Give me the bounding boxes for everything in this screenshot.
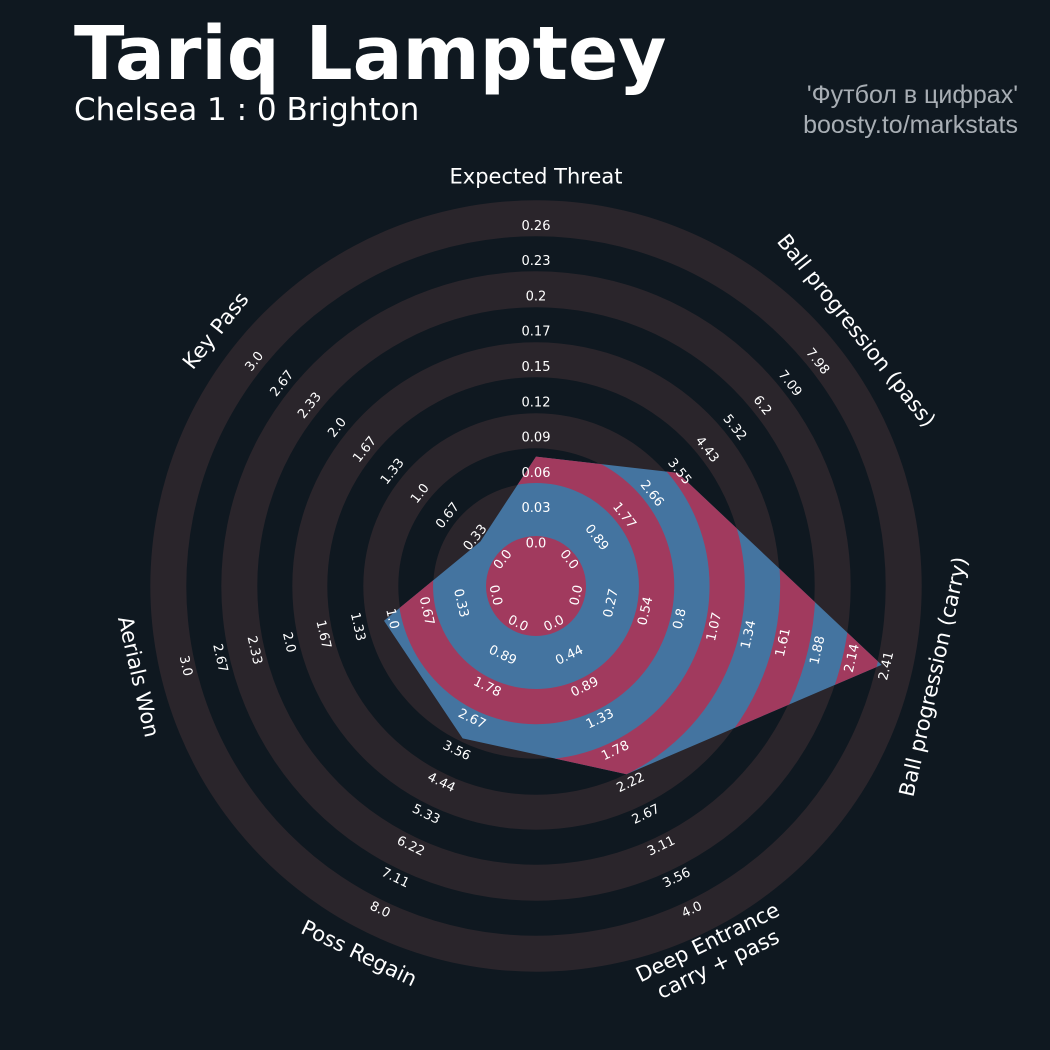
tick-label: 1.07 xyxy=(704,611,725,643)
tick-label: 0.26 xyxy=(522,219,551,234)
tick-label: 0.0 xyxy=(567,584,586,608)
tick-label: 1.61 xyxy=(773,627,794,659)
radar-polygon-band xyxy=(486,536,586,636)
tick-label: 0.67 xyxy=(416,595,437,627)
tick-label: 0.8 xyxy=(671,607,690,631)
tick-label: 2.67 xyxy=(209,642,230,674)
tick-label: 0.0 xyxy=(485,584,504,608)
tick-label: 0.09 xyxy=(522,431,551,446)
tick-label: 2.14 xyxy=(842,642,863,674)
tick-label: 2.33 xyxy=(244,635,265,667)
tick-label: 0.33 xyxy=(450,587,471,619)
tick-label: 1.34 xyxy=(738,619,759,651)
tick-label: 0.06 xyxy=(522,466,551,481)
radar-polygon-band xyxy=(384,456,745,775)
tick-label: 0.23 xyxy=(522,254,551,269)
tick-label: 2.41 xyxy=(876,650,897,682)
player-title: Tariq Lamptey xyxy=(74,11,667,97)
param-label-group: Expected Threat xyxy=(450,164,623,188)
tick-label: 1.67 xyxy=(312,619,333,651)
tick-label: 0.0 xyxy=(526,537,547,552)
tick-label: 0.15 xyxy=(522,360,551,375)
tick-label: 1.33 xyxy=(347,611,368,643)
tick-label: 2.0 xyxy=(279,631,298,655)
credit-block: 'Футбол в цифрах' boosty.to/markstats xyxy=(803,80,1018,140)
tick-label: 3.0 xyxy=(176,654,195,678)
credit-line-1: 'Футбол в цифрах' xyxy=(806,81,1018,109)
tick-label: 0.2 xyxy=(526,289,547,304)
tick-label: 0.54 xyxy=(635,595,656,627)
match-subtitle: Chelsea 1 : 0 Brighton xyxy=(74,92,420,128)
tick-label: 0.27 xyxy=(601,587,622,619)
tick-label: 0.17 xyxy=(522,325,551,340)
tick-label: 1.0 xyxy=(382,607,401,631)
param-label: Expected Threat xyxy=(450,164,623,188)
tick-label: 0.03 xyxy=(522,501,551,516)
radar-polygon-band xyxy=(384,456,816,775)
tick-label: 0.12 xyxy=(522,395,551,410)
tick-label: 1.88 xyxy=(807,635,828,667)
credit-line-2: boosty.to/markstats xyxy=(803,111,1018,139)
